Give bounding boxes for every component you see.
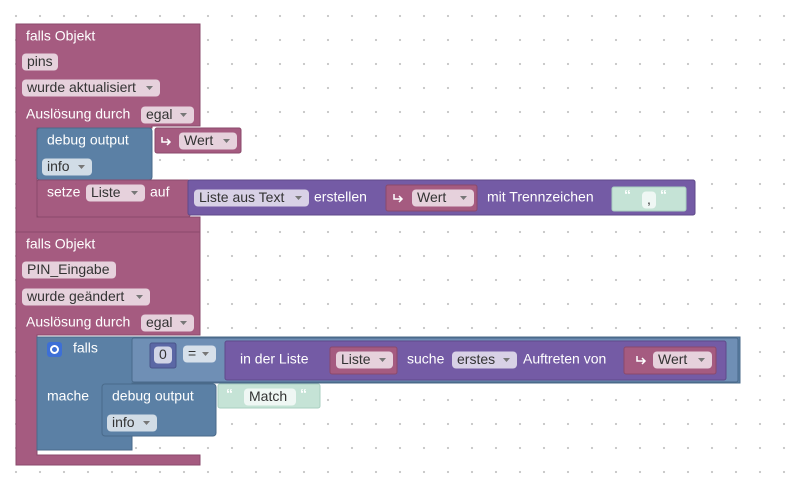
dropdown-field[interactable] bbox=[452, 351, 517, 369]
label: wurde geändert bbox=[26, 288, 124, 304]
dropdown-field[interactable] bbox=[653, 351, 712, 369]
dropdown-arrow bbox=[136, 295, 143, 299]
dropdown-arrow bbox=[202, 352, 209, 356]
getter-icon bbox=[636, 356, 647, 365]
text-field[interactable] bbox=[22, 261, 116, 279]
dropdown-arrow bbox=[460, 196, 467, 200]
text-field[interactable] bbox=[22, 53, 58, 71]
label: mit Trennzeichen bbox=[487, 189, 594, 205]
dropdown-arrow bbox=[223, 139, 230, 143]
label: info bbox=[47, 158, 70, 174]
label: debug output bbox=[47, 132, 129, 148]
label: wurde aktualisiert bbox=[26, 79, 136, 95]
label: auf bbox=[150, 184, 170, 200]
getter-icon bbox=[393, 194, 404, 203]
dropdown-field[interactable] bbox=[194, 189, 309, 207]
dropdown-arrow bbox=[379, 358, 386, 362]
dropdown-field[interactable] bbox=[42, 158, 92, 176]
label: 0 bbox=[159, 346, 167, 362]
getter-icon bbox=[161, 137, 172, 146]
label: Auftreten von bbox=[523, 351, 606, 367]
gear-icon-hole bbox=[50, 345, 59, 354]
label: Auslösung durch bbox=[26, 106, 130, 122]
quote-icon: “ bbox=[300, 386, 307, 402]
dropdown-arrow bbox=[143, 421, 150, 425]
quote-icon: “ bbox=[660, 187, 667, 203]
dropdown-field[interactable] bbox=[412, 189, 474, 207]
quote-icon: “ bbox=[624, 187, 631, 203]
label: erstellen bbox=[314, 189, 367, 205]
label: egal bbox=[146, 314, 172, 330]
label: = bbox=[188, 345, 196, 361]
label: Auslösung durch bbox=[26, 314, 130, 330]
dropdown-arrow bbox=[131, 191, 138, 195]
label: setze bbox=[47, 184, 81, 200]
text-field[interactable] bbox=[642, 191, 656, 209]
dropdown-arrow bbox=[503, 358, 510, 362]
dropdown-arrow bbox=[180, 321, 187, 325]
dropdown-field[interactable] bbox=[141, 314, 194, 332]
label: Wert bbox=[184, 132, 213, 148]
label: Liste bbox=[91, 184, 121, 200]
quote-icon: “ bbox=[226, 386, 233, 402]
label: suche bbox=[407, 351, 445, 367]
gear-icon[interactable] bbox=[47, 342, 62, 357]
label: falls Objekt bbox=[26, 236, 95, 252]
dropdown-arrow bbox=[698, 358, 705, 362]
dropdown-arrow bbox=[146, 86, 153, 90]
dropdown-arrow bbox=[78, 165, 85, 169]
label: Match bbox=[249, 388, 287, 404]
dropdown-field[interactable] bbox=[141, 106, 194, 124]
dropdown-arrow bbox=[295, 196, 302, 200]
label: egal bbox=[146, 106, 172, 122]
label: Wert bbox=[658, 351, 687, 367]
label: falls bbox=[73, 340, 98, 356]
label: pins bbox=[27, 53, 53, 69]
label: Liste bbox=[341, 351, 371, 367]
label: mache bbox=[47, 388, 89, 404]
dropdown-field[interactable] bbox=[107, 414, 157, 432]
label: debug output bbox=[112, 388, 194, 404]
label: falls Objekt bbox=[26, 28, 95, 44]
dropdown-field[interactable] bbox=[336, 351, 393, 369]
dropdown-field[interactable] bbox=[86, 184, 145, 202]
dropdown-field[interactable] bbox=[179, 132, 237, 150]
label: Liste aus Text bbox=[199, 189, 284, 205]
dropdown-field[interactable] bbox=[183, 345, 216, 363]
dropdown-field[interactable] bbox=[22, 288, 150, 306]
dropdown-arrow bbox=[180, 113, 187, 117]
label: info bbox=[112, 414, 135, 430]
text-field[interactable] bbox=[244, 388, 296, 406]
label: erstes bbox=[457, 351, 495, 367]
label: Wert bbox=[417, 189, 446, 205]
label: PIN_Eingabe bbox=[27, 261, 110, 277]
label: , bbox=[647, 191, 651, 207]
text-field[interactable] bbox=[154, 346, 172, 364]
dropdown-field[interactable] bbox=[22, 79, 160, 97]
label: in der Liste bbox=[240, 351, 309, 367]
